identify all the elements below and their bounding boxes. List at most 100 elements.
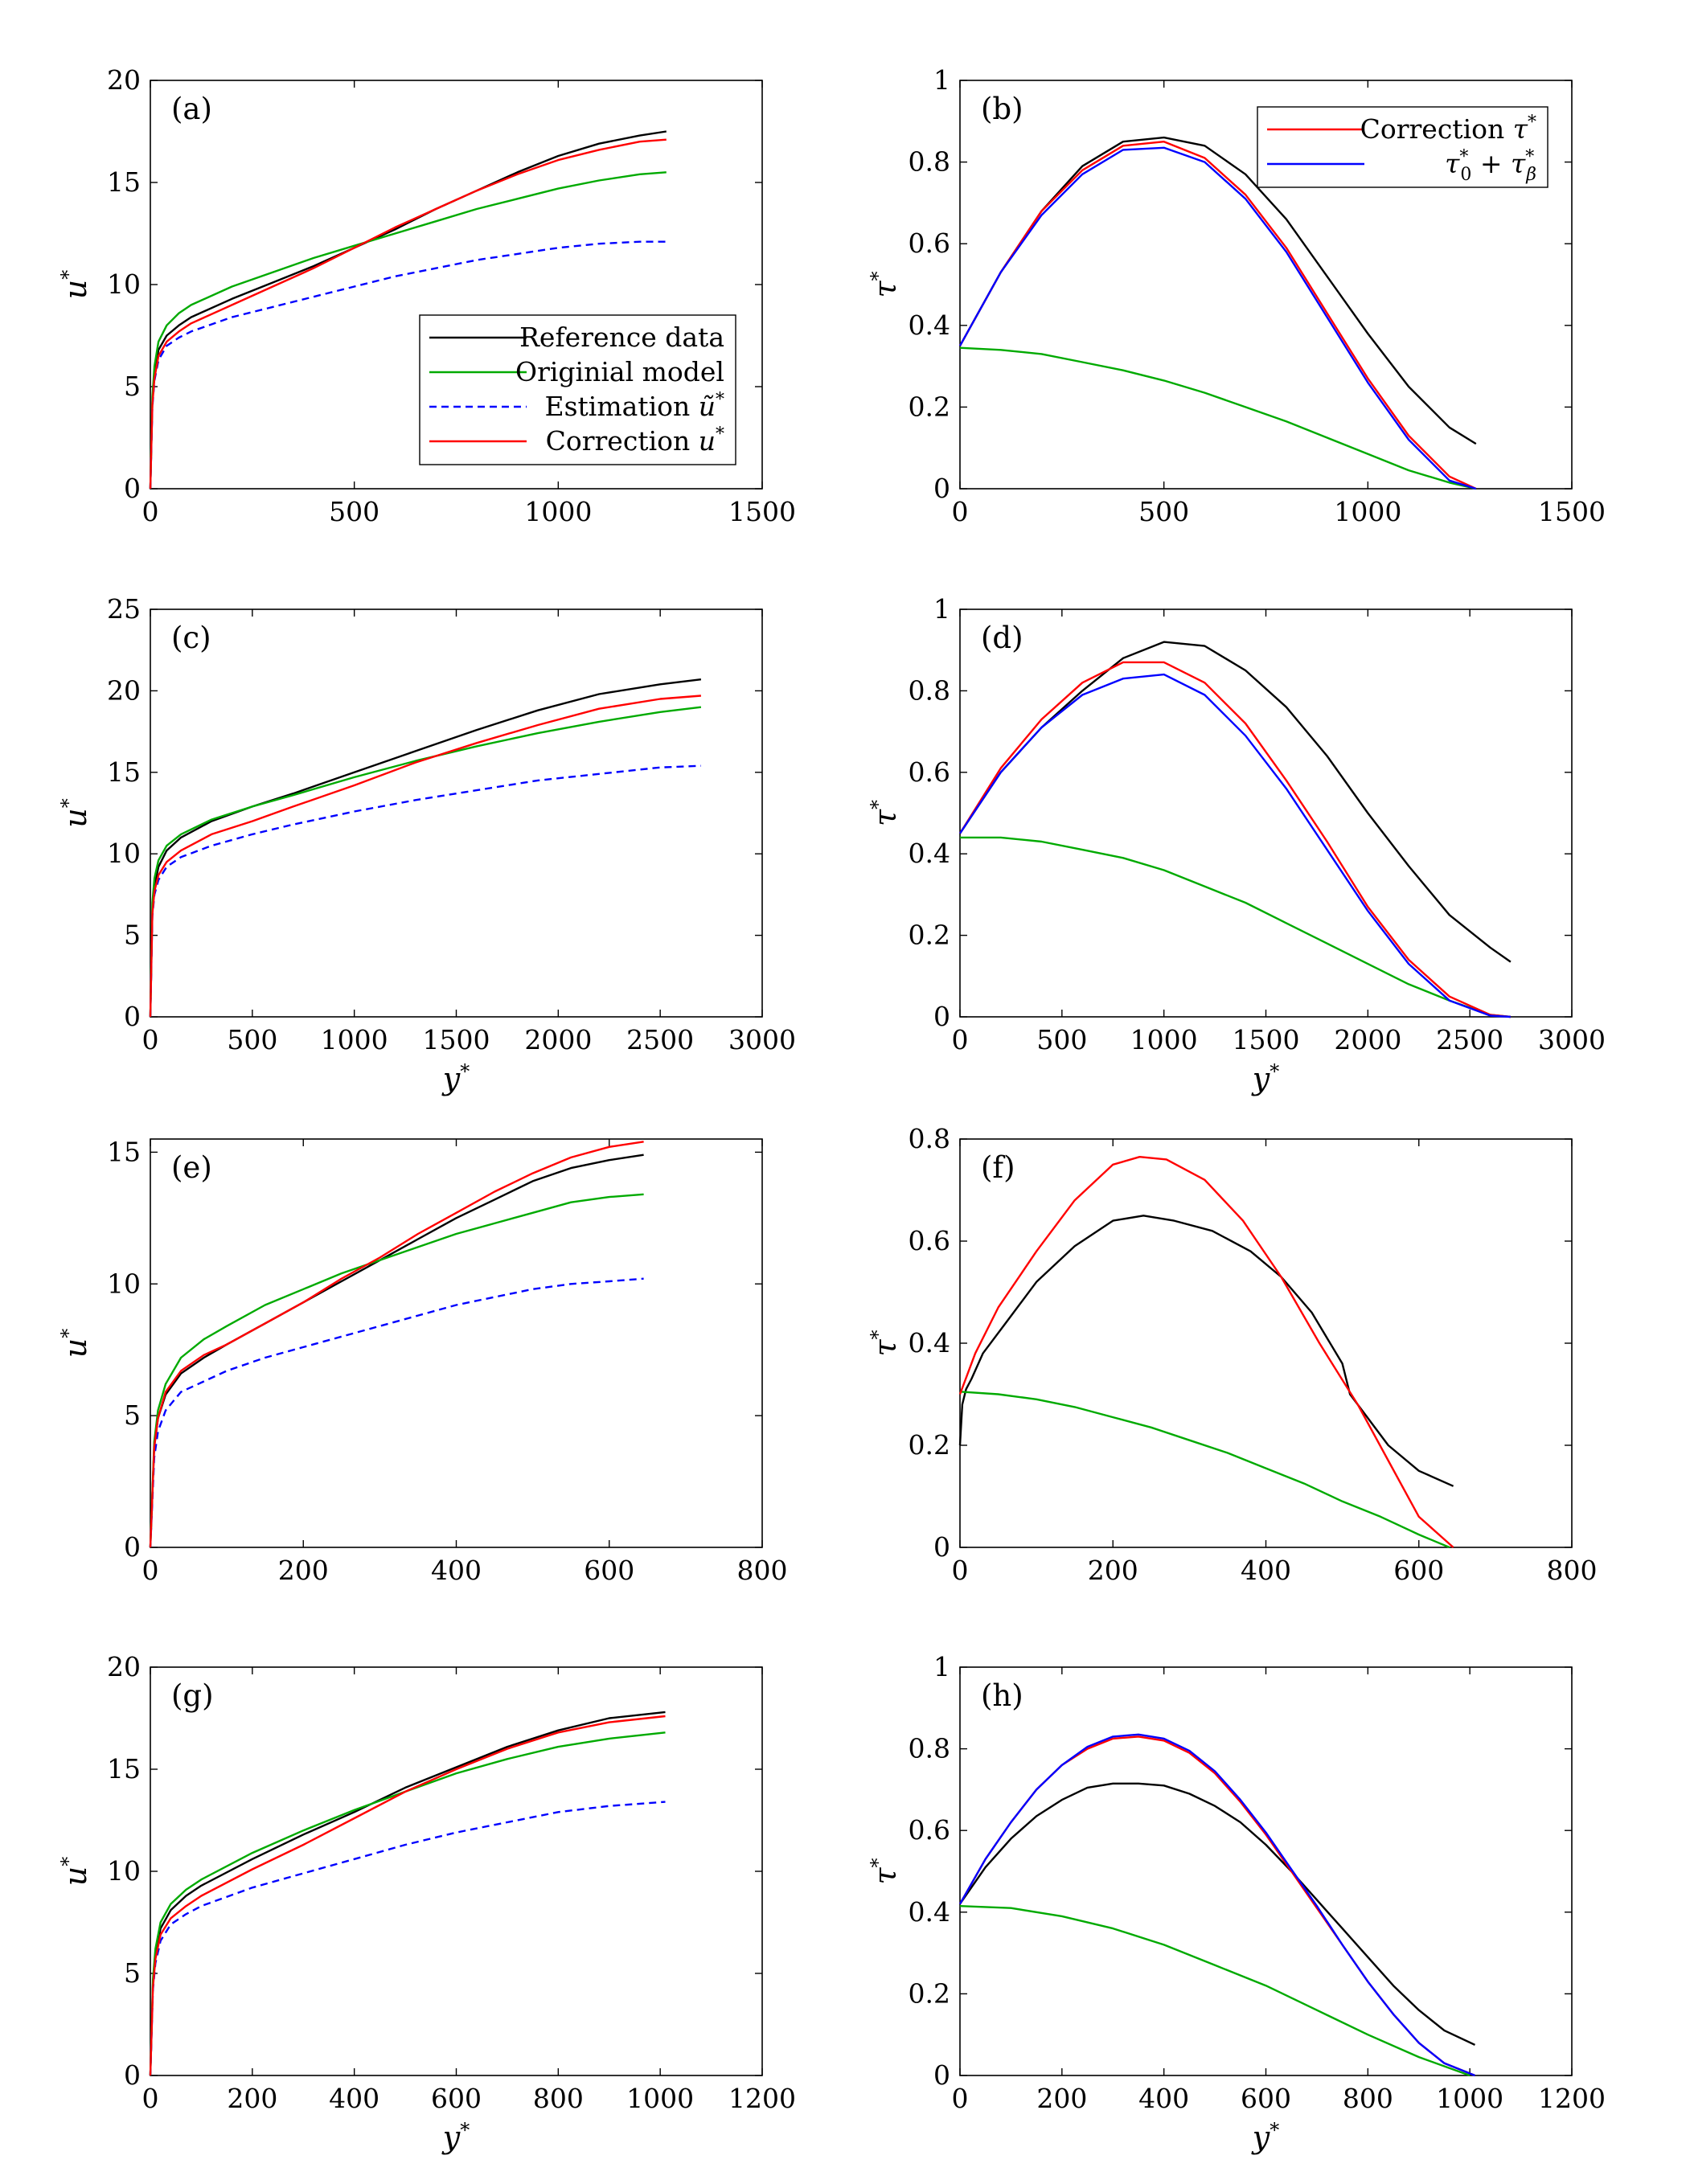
x-tick-label: 500 xyxy=(1138,496,1189,527)
series- xyxy=(958,146,1477,490)
panel-g: 0 200 400 600 800 1000 1200 0 5 10 15 20 (g) u* y* xyxy=(57,1651,796,2155)
x-tick-label: 800 xyxy=(1547,1555,1598,1586)
y-axis-label: u* xyxy=(57,798,93,827)
series-correction-u xyxy=(149,1141,644,1548)
x-tick-label: 400 xyxy=(329,2083,379,2114)
series-original-model xyxy=(959,1905,1471,2077)
series-correction xyxy=(958,140,1477,490)
x-tick-label: 1200 xyxy=(1538,2083,1606,2114)
y-tick-label: 20 xyxy=(107,64,141,96)
series-correction xyxy=(958,1155,1454,1548)
y-tick-label: 0 xyxy=(124,1531,141,1563)
x-tick-label: 200 xyxy=(278,1555,329,1586)
x-tick-label: 1500 xyxy=(1233,1024,1300,1055)
x-tick-label: 0 xyxy=(142,496,159,527)
y-tick-label: 0 xyxy=(124,473,141,504)
x-tick-label: 600 xyxy=(1241,2083,1291,2114)
x-tick-label: 800 xyxy=(1343,2083,1393,2114)
y-tick-label: 0 xyxy=(124,2059,141,2091)
panel-d: 0 500 1000 1500 2000 2500 3000 0 0.2 0.4 0.6 0.8 1 (d… xyxy=(867,593,1606,1096)
y-tick-label: 0.4 xyxy=(909,1327,950,1358)
x-tick-label: 0 xyxy=(952,1024,969,1055)
x-tick-label: 500 xyxy=(1036,1024,1087,1055)
y-tick-label: 10 xyxy=(107,1268,141,1299)
series-reference-data xyxy=(149,1711,666,2076)
x-tick-label: 0 xyxy=(952,496,969,527)
x-tick-label: 1500 xyxy=(728,496,796,527)
series-original-model xyxy=(959,346,1477,490)
y-tick-label: 0 xyxy=(933,2059,950,2091)
series-original-model xyxy=(960,836,1512,1018)
series-reference-data xyxy=(959,1782,1476,2046)
y-tick-label: 5 xyxy=(124,371,141,402)
y-axis-label: u* xyxy=(57,270,93,299)
panel-tag: (b) xyxy=(981,92,1023,126)
y-tick-label: 1 xyxy=(933,593,950,625)
x-tick-label: 400 xyxy=(431,1555,482,1586)
legend-label: τ* 0 + τ* β xyxy=(1445,147,1536,185)
panel-c: 0 500 1000 1500 2000 2500 3000 0 5 10 15 20 25 (c) u* y… xyxy=(57,593,796,1096)
y-tick-label: 15 xyxy=(107,1136,141,1167)
x-tick-label: 1000 xyxy=(1436,2083,1503,2114)
series-originial-model xyxy=(149,171,667,490)
y-tick-label: 5 xyxy=(124,1957,141,1989)
y-tick-label: 1 xyxy=(933,1651,950,1682)
series-correction-u xyxy=(149,138,667,490)
x-tick-label: 0 xyxy=(142,1024,159,1055)
series-originial-model xyxy=(149,706,702,1018)
x-tick-label: 2000 xyxy=(1334,1024,1401,1055)
y-tick-label: 10 xyxy=(107,1855,141,1887)
panel-tag: (e) xyxy=(171,1150,212,1185)
legend-box xyxy=(419,314,736,465)
y-tick-label: 0 xyxy=(933,473,950,504)
panel-tag: (d) xyxy=(981,621,1023,655)
panel-a: 0 500 1000 1500 0 5 10 15 20 (a) u* Reference dataO… xyxy=(57,64,796,527)
x-tick-label: 1000 xyxy=(1334,496,1401,527)
panel-h: 0 200 400 600 800 1000 1200 0 0.2 0.4 0.6 0.8 1 (h) τ*… xyxy=(867,1651,1606,2155)
y-tick-label: 0 xyxy=(124,1001,141,1032)
y-tick-label: 15 xyxy=(107,166,141,198)
x-tick-label: 1000 xyxy=(321,1024,388,1055)
y-tick-label: 0.4 xyxy=(909,1896,950,1928)
y-tick-label: 0.2 xyxy=(909,920,950,951)
x-tick-label: 1200 xyxy=(728,2083,796,2114)
x-axis-label: y* xyxy=(1251,2119,1279,2155)
x-tick-label: 3000 xyxy=(1538,1024,1606,1055)
legend-label: Correction u* xyxy=(546,424,724,457)
series-estimation xyxy=(149,764,701,1018)
panel-b: 0 500 1000 1500 0 0.2 0.4 0.6 0.8 1 (b) τ* Correctio… xyxy=(867,64,1606,527)
y-tick-label: 5 xyxy=(124,920,141,951)
x-tick-label: 1000 xyxy=(1130,1024,1198,1055)
x-tick-label: 1000 xyxy=(626,2083,694,2114)
legend-b: Correction τ*τ* 0 + τ* β xyxy=(1257,106,1548,188)
y-axis-label: τ* xyxy=(867,1858,903,1884)
plot-area-e xyxy=(150,1138,763,1548)
plot-area-c xyxy=(150,608,763,1018)
legend-label: Correction τ* xyxy=(1360,113,1536,145)
x-tick-label: 200 xyxy=(1088,1555,1138,1586)
y-axis-label: τ* xyxy=(867,800,903,826)
y-tick-label: 25 xyxy=(107,593,141,625)
x-tick-label: 400 xyxy=(1241,1555,1291,1586)
y-tick-label: 15 xyxy=(107,1753,141,1784)
y-tick-label: 0.8 xyxy=(909,146,950,178)
series-original-model xyxy=(959,1391,1450,1549)
panel-tag: (h) xyxy=(981,1678,1023,1713)
y-tick-label: 0.4 xyxy=(909,838,950,869)
panel-e: 0 200 400 600 800 0 5 10 15 (e) u* xyxy=(57,1136,788,1586)
y-tick-label: 0.2 xyxy=(909,1977,950,2009)
x-tick-label: 400 xyxy=(1138,2083,1189,2114)
x-tick-label: 600 xyxy=(431,2083,482,2114)
y-tick-label: 0.6 xyxy=(909,1814,950,1846)
series-reference-data xyxy=(149,130,667,490)
x-tick-label: 1500 xyxy=(423,1024,490,1055)
y-tick-label: 1 xyxy=(933,64,950,96)
series-estimation xyxy=(149,1277,644,1548)
x-tick-label: 200 xyxy=(227,2083,277,2114)
plot-area-f xyxy=(959,1138,1573,1548)
panel-tag: (g) xyxy=(171,1678,214,1713)
x-axis-label: y* xyxy=(441,1060,470,1096)
x-axis-label: y* xyxy=(1251,1060,1279,1096)
y-tick-label: 0.2 xyxy=(909,1429,950,1461)
